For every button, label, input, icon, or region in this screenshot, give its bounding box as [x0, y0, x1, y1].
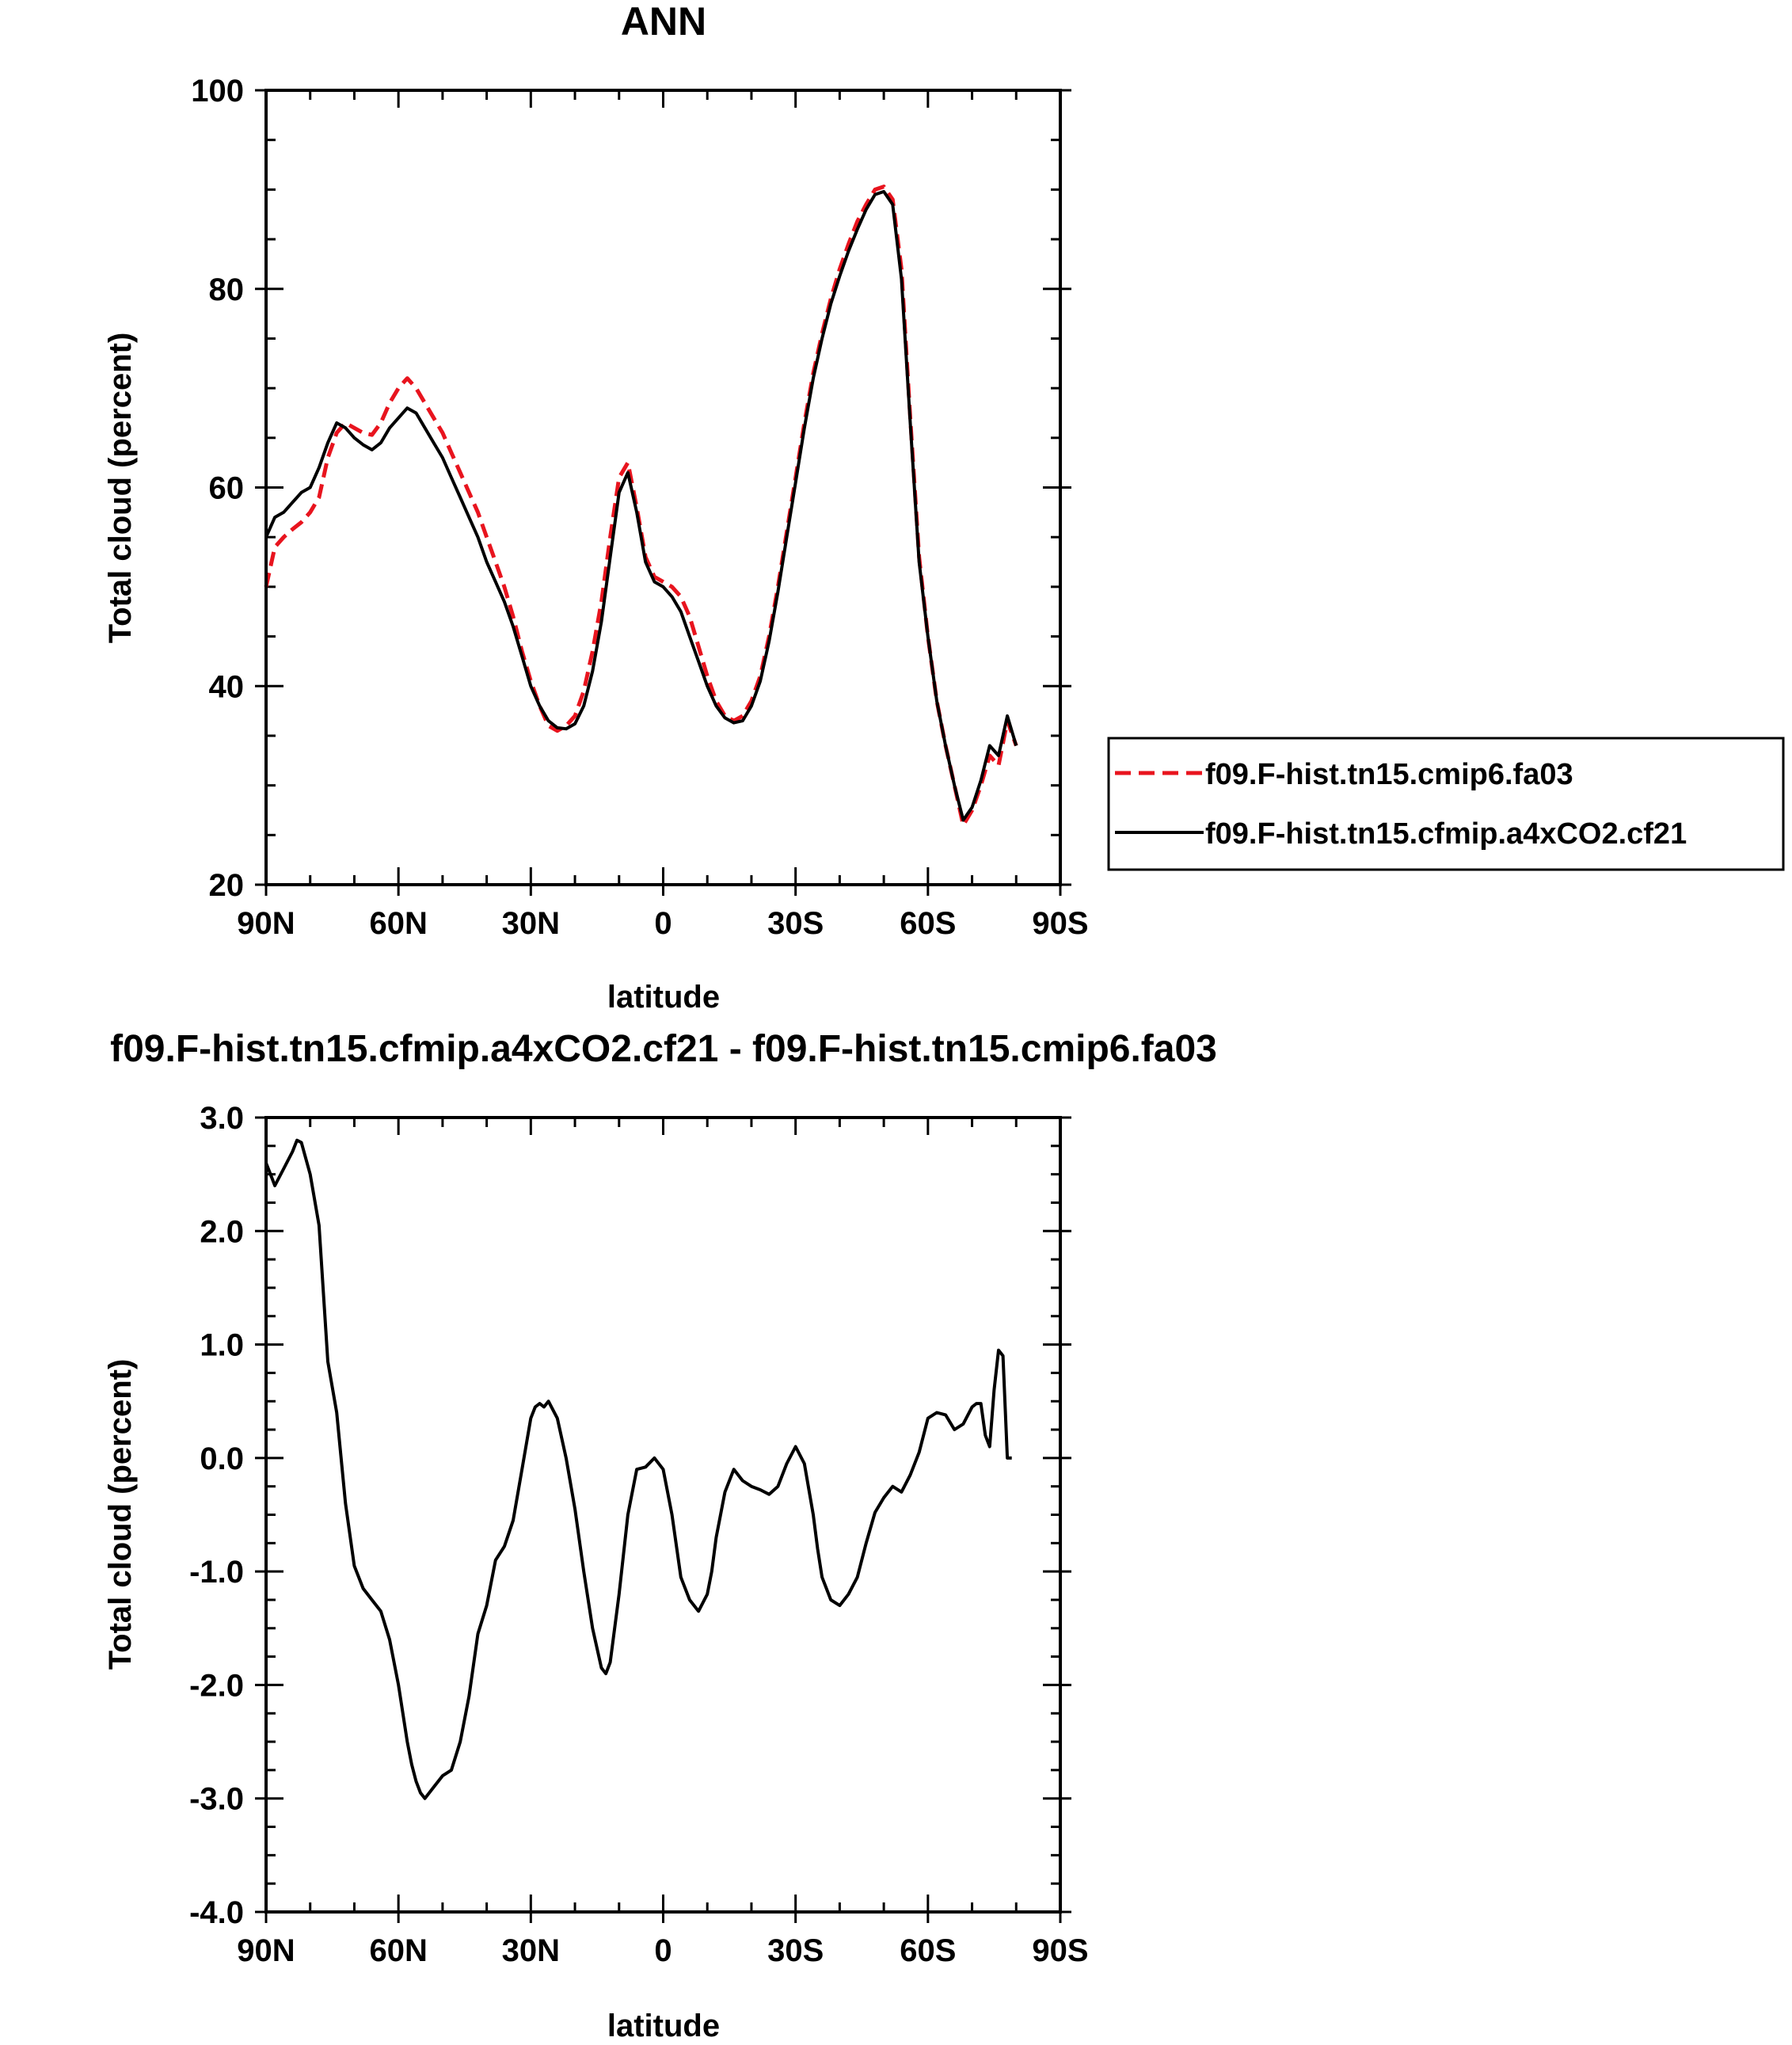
- bottom-y-tick-labels: -4.0 -3.0 -2.0 -1.0 0.0 1.0 2.0 3.0: [189, 1101, 244, 1930]
- top-x-tick-labels: 90N 60N 30N 0 30S 60S 90S: [237, 906, 1088, 941]
- x-tick-label: 90S: [1032, 906, 1088, 941]
- x-tick-label: 30S: [767, 906, 824, 941]
- series-line-1: [264, 189, 1018, 822]
- x-tick-label: 0: [654, 906, 672, 941]
- top-lines: [264, 185, 1018, 828]
- series-line-0: [264, 185, 1018, 828]
- top-y-tick-labels: 20 40 60 80 100: [191, 74, 244, 903]
- y-tick-label: 20: [209, 868, 245, 903]
- x-tick-label: 30N: [502, 1933, 560, 1968]
- x-tick-label: 90N: [237, 1933, 295, 1968]
- bottom-plot-frame: [264, 1116, 1062, 1914]
- top-y-axis-label: Total cloud (percent): [103, 333, 138, 644]
- bottom-x-axis-label: latitude: [607, 2009, 720, 2043]
- bottom-lines: [264, 1138, 1012, 1800]
- legend-label-cf21: f09.F-hist.tn15.cfmip.a4xCO2.cf21: [1205, 817, 1687, 851]
- y-tick-label: -2.0: [189, 1668, 244, 1703]
- bottom-chart-title: f09.F-hist.tn15.cfmip.a4xCO2.cf21 - f09.…: [110, 1028, 1217, 1070]
- y-tick-label: 3.0: [200, 1101, 244, 1136]
- x-tick-label: 0: [654, 1933, 672, 1968]
- x-tick-label: 60S: [900, 906, 956, 941]
- bottom-panel: f09.F-hist.tn15.cfmip.a4xCO2.cf21 - f09.…: [103, 1028, 1217, 2043]
- legend-box: [1107, 737, 1785, 871]
- bottom-x-tick-labels: 90N 60N 30N 0 30S 60S 90S: [237, 1933, 1088, 1968]
- y-tick-label: -4.0: [189, 1895, 244, 1930]
- x-tick-label: 90N: [237, 906, 295, 941]
- top-chart-title: ANN: [621, 0, 706, 44]
- legend-label-fa03: f09.F-hist.tn15.cmip6.fa03: [1205, 758, 1573, 791]
- x-tick-label: 60N: [369, 1933, 427, 1968]
- y-tick-label: 40: [209, 669, 245, 704]
- top-ticks: [255, 89, 1071, 896]
- top-x-axis-label: latitude: [607, 980, 720, 1015]
- x-tick-label: 90S: [1032, 1933, 1088, 1968]
- x-tick-label: 60N: [369, 906, 427, 941]
- x-tick-label: 30S: [767, 1933, 824, 1968]
- x-tick-label: 30N: [502, 906, 560, 941]
- y-tick-label: 100: [191, 74, 244, 109]
- bottom-y-axis-label: Total cloud (percent): [103, 1359, 138, 1670]
- x-tick-label: 60S: [900, 1933, 956, 1968]
- y-tick-label: 0.0: [200, 1441, 244, 1476]
- series-line-0: [264, 1138, 1012, 1800]
- y-tick-label: 2.0: [200, 1214, 244, 1249]
- y-tick-label: 60: [209, 471, 245, 506]
- bottom-ticks: [255, 1116, 1071, 1923]
- y-tick-label: 1.0: [200, 1328, 244, 1363]
- y-tick-label: 80: [209, 272, 245, 307]
- top-plot-frame: [264, 89, 1062, 886]
- y-tick-label: -3.0: [189, 1782, 244, 1817]
- y-tick-label: -1.0: [189, 1555, 244, 1590]
- legend: f09.F-hist.tn15.cmip6.fa03 f09.F-hist.tn…: [1107, 737, 1785, 871]
- top-panel: ANN 90N 60N 30N 0 30S 60S 90S 20 40 60 80 100 lati…: [103, 0, 1785, 1015]
